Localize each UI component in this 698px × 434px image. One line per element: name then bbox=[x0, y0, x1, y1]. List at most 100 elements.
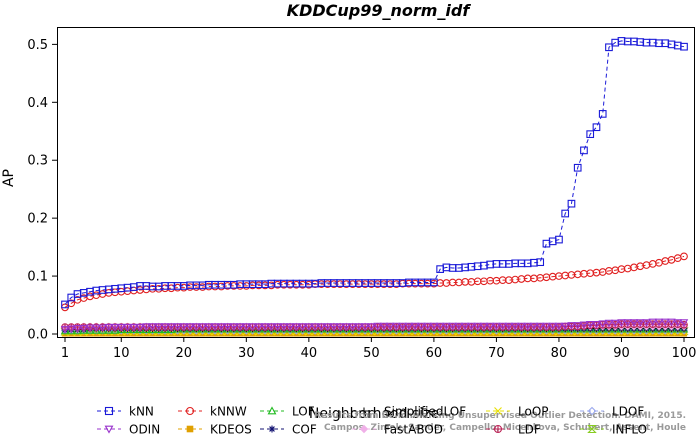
legend-marker bbox=[587, 406, 597, 416]
legend-label: FastABOD bbox=[384, 423, 443, 434]
data-point-ODIN bbox=[173, 323, 182, 331]
data-point-ODIN bbox=[623, 319, 632, 327]
legend-item-INFLO: INFLO bbox=[580, 423, 647, 434]
data-point-ODIN bbox=[492, 322, 501, 331]
data-point-ODIN bbox=[579, 321, 589, 330]
y-tick-label: 0.5 bbox=[27, 38, 48, 53]
x-tick-label: 10 bbox=[113, 346, 130, 361]
data-point-kNNW bbox=[680, 252, 688, 261]
data-point-kNN bbox=[548, 237, 557, 246]
data-point-kNN bbox=[598, 110, 607, 118]
data-point-ODIN bbox=[273, 323, 282, 331]
legend-item-SimplifiedLOF: SimplifiedLOF bbox=[352, 405, 466, 419]
data-point-ODIN bbox=[379, 322, 389, 331]
data-point-ODIN bbox=[454, 322, 464, 331]
data-point-ODIN bbox=[642, 319, 651, 327]
data-point-kNN bbox=[542, 239, 551, 248]
data-point-ODIN bbox=[679, 319, 689, 327]
data-point-ODIN bbox=[73, 325, 82, 333]
x-tick-label: 100 bbox=[672, 346, 697, 361]
legend-item-LOF: LOF bbox=[260, 405, 315, 419]
data-point-ODIN bbox=[242, 323, 251, 331]
data-point-ODIN bbox=[304, 323, 314, 331]
legend-item-COF: COF bbox=[260, 423, 317, 434]
legend: kNN kNNW LOF SimplifiedLOF LoOP LDOF ODIN KDEOS… bbox=[97, 405, 647, 434]
data-point-ODIN bbox=[142, 323, 151, 331]
data-point-ODIN bbox=[298, 323, 307, 331]
data-point-ODIN bbox=[285, 323, 295, 331]
data-point-ODIN bbox=[67, 325, 76, 334]
data-point-ODIN bbox=[410, 322, 420, 331]
legend-item-LoOP: LoOP bbox=[486, 405, 549, 419]
x-tick-label: 60 bbox=[426, 346, 443, 361]
data-point-ODIN bbox=[98, 324, 107, 333]
data-point-ODIN bbox=[517, 322, 526, 331]
data-point-ODIN bbox=[510, 322, 520, 331]
data-point-ODIN bbox=[223, 323, 232, 331]
series-layer bbox=[60, 37, 689, 337]
data-point-ODIN bbox=[85, 324, 95, 333]
data-point-ODIN bbox=[598, 320, 607, 329]
y-tick-label: 0.0 bbox=[27, 328, 48, 343]
data-point-ODIN bbox=[392, 322, 401, 331]
data-point-ODIN bbox=[610, 319, 620, 328]
data-point-ODIN bbox=[417, 322, 426, 331]
data-point-ODIN bbox=[673, 319, 682, 327]
watermark-line-2: Campos, Zimek, Sander, Campello, Micenko… bbox=[324, 423, 686, 433]
data-point-ODIN bbox=[592, 320, 601, 329]
data-point-ODIN bbox=[198, 323, 207, 331]
data-point-ODIN bbox=[567, 322, 576, 330]
data-point-ODIN bbox=[654, 318, 664, 327]
legend-marker bbox=[104, 406, 114, 416]
series-line-ODIN bbox=[64, 321, 684, 330]
data-point-ODIN bbox=[448, 322, 457, 331]
data-point-ODIN bbox=[204, 323, 214, 331]
data-point-ODIN bbox=[348, 323, 357, 331]
data-point-ODIN bbox=[160, 323, 170, 331]
data-point-ODIN bbox=[185, 323, 195, 331]
data-point-ODIN bbox=[629, 319, 639, 327]
data-point-ODIN bbox=[360, 323, 370, 331]
legend-label: LDF bbox=[518, 423, 541, 434]
legend-marker bbox=[186, 425, 194, 433]
chart-title: KDDCup99_norm_idf bbox=[287, 1, 472, 20]
data-point-ODIN bbox=[135, 323, 145, 332]
series-line-kNN bbox=[64, 40, 685, 305]
data-point-ODIN bbox=[473, 322, 482, 331]
data-point-kNN bbox=[555, 235, 563, 244]
legend-marker bbox=[494, 407, 502, 415]
data-point-ODIN bbox=[367, 323, 376, 331]
data-point-ODIN bbox=[79, 325, 88, 333]
data-point-kNN bbox=[680, 42, 688, 51]
y-tick-label: 0.1 bbox=[27, 270, 48, 285]
data-point-ODIN bbox=[192, 323, 201, 331]
legend-label: COF bbox=[292, 423, 317, 434]
plot-frame bbox=[57, 27, 695, 338]
legend-item-FastABOD: FastABOD bbox=[352, 423, 443, 434]
data-point-ODIN bbox=[585, 320, 595, 329]
x-axis-label: Neighborhood size bbox=[309, 406, 439, 422]
data-point-ODIN bbox=[279, 323, 289, 331]
data-point-ODIN bbox=[423, 322, 432, 331]
data-point-ODIN bbox=[148, 323, 157, 331]
data-point-ODIN bbox=[385, 322, 395, 331]
data-point-ODIN bbox=[429, 322, 439, 331]
data-point-ODIN bbox=[404, 322, 414, 331]
legend-label: kNNW bbox=[210, 405, 247, 419]
data-point-ODIN bbox=[92, 324, 101, 333]
legend-label: ODIN bbox=[129, 423, 160, 434]
data-point-ODIN bbox=[323, 323, 332, 331]
legend-marker bbox=[268, 425, 276, 433]
y-tick-label: 0.4 bbox=[27, 96, 48, 111]
data-point-ODIN bbox=[60, 326, 70, 334]
data-point-ODIN bbox=[498, 322, 507, 331]
legend-item-LDF: LDF bbox=[486, 423, 541, 434]
legend-label: KDEOS bbox=[210, 423, 252, 434]
data-point-ODIN bbox=[523, 322, 532, 331]
x-tick-label: 90 bbox=[613, 346, 630, 361]
data-point-ODIN bbox=[554, 322, 564, 331]
data-point-kNN bbox=[573, 163, 582, 172]
data-point-ODIN bbox=[661, 318, 670, 327]
legend-item-KDEOS: KDEOS bbox=[178, 423, 252, 434]
data-point-ODIN bbox=[210, 323, 220, 331]
